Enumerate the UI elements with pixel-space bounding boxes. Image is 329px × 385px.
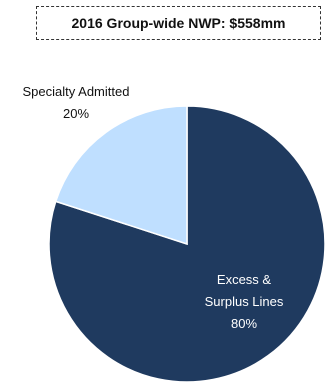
chart-title: 2016 Group-wide NWP: $558mm [36, 6, 321, 40]
pie-slice-label-0: Excess & Surplus Lines 80% [205, 272, 284, 331]
pie-slice-value-1: 20% [63, 106, 89, 121]
pie-slice-name-line: Surplus Lines [205, 294, 284, 309]
pie-slice-name-line: Excess & [217, 272, 272, 287]
pie-slice-value-0: 80% [231, 316, 257, 331]
pie-slice-1 [54, 105, 188, 246]
pie-slice-name-line: Specialty Admitted [23, 84, 130, 99]
pie-slice-label-1: Specialty Admitted 20% [23, 84, 130, 121]
